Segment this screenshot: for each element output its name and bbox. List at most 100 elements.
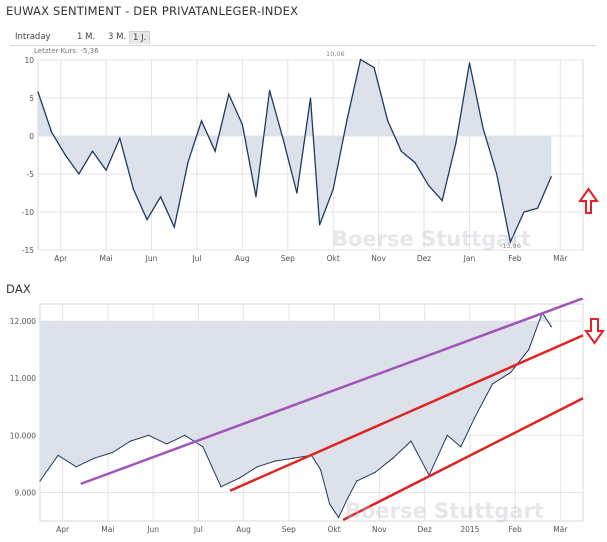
data-point	[160, 196, 162, 198]
x-tick-label: Jun	[146, 525, 159, 534]
data-point	[510, 371, 512, 374]
data-point	[455, 143, 457, 145]
x-tick-label: Okt	[327, 254, 340, 263]
data-point	[184, 434, 186, 436]
x-tick-label: 2015	[460, 525, 479, 534]
data-point	[57, 454, 59, 456]
x-tick-label: Nov	[372, 525, 387, 534]
x-tick-label: Apr	[54, 254, 68, 263]
dax-chart-title: DAX	[6, 282, 31, 296]
range-3m-button[interactable]: 3 M.	[108, 32, 127, 42]
x-tick-label: Dez	[417, 254, 431, 263]
x-tick-label: Jul	[193, 525, 203, 534]
x-tick-label: Sep	[281, 254, 295, 263]
data-point	[374, 471, 376, 474]
data-point	[228, 93, 230, 95]
data-point	[241, 124, 243, 126]
data-point	[509, 241, 511, 243]
data-point	[132, 188, 134, 190]
data-point	[78, 173, 80, 175]
range-1y-button[interactable]: 1 J.	[129, 31, 151, 44]
data-point	[528, 349, 530, 351]
y-tick-label: -15	[22, 246, 34, 255]
y-tick-label: 12.000	[10, 317, 36, 326]
data-point	[187, 162, 189, 164]
range-intraday-button[interactable]: Intraday	[15, 32, 51, 42]
data-point	[523, 211, 525, 213]
data-point	[400, 150, 402, 152]
data-point	[319, 224, 321, 226]
data-point	[173, 226, 175, 228]
data-point	[441, 200, 443, 202]
sentiment-up-arrow-icon	[578, 187, 599, 214]
data-point	[428, 184, 430, 186]
data-point	[292, 457, 294, 459]
data-point	[214, 150, 216, 152]
data-point	[460, 446, 462, 448]
red-trendline	[229, 334, 584, 492]
data-point	[296, 192, 298, 194]
data-point	[93, 457, 95, 459]
data-point	[129, 440, 132, 442]
data-point	[496, 173, 498, 175]
sentiment-area-fill	[38, 59, 552, 243]
x-tick-label: Mär	[553, 525, 568, 534]
last-price-label: Letzter Kurs: -5,36	[34, 47, 99, 55]
data-point	[414, 162, 416, 164]
x-tick-label: Okt	[328, 525, 341, 534]
data-point	[446, 434, 448, 436]
data-point	[356, 480, 358, 482]
dax-down-arrow-icon	[584, 318, 605, 345]
data-point	[329, 503, 331, 505]
data-point	[166, 443, 168, 445]
range-selector: Intraday 1 M. 3 M. 1 J.	[10, 30, 596, 46]
x-tick-label: Mär	[553, 254, 568, 263]
data-point	[347, 497, 349, 499]
data-point	[39, 480, 41, 482]
y-tick-label: 11.000	[10, 374, 36, 383]
data-point	[148, 434, 150, 436]
watermark: Boerse Stuttgart	[345, 499, 544, 523]
data-point	[332, 188, 334, 190]
data-point	[51, 131, 53, 133]
x-tick-label: Feb	[508, 254, 522, 263]
x-tick-label: Aug	[235, 254, 250, 263]
data-point	[482, 127, 484, 129]
data-point	[346, 120, 348, 122]
data-point	[64, 154, 66, 156]
data-point	[238, 477, 240, 479]
x-tick-label: Jun	[145, 254, 158, 263]
data-point	[550, 326, 552, 328]
x-tick-label: Jul	[191, 254, 201, 263]
x-tick-label: Nov	[371, 254, 386, 263]
data-point	[37, 91, 39, 93]
y-tick-label: 0	[29, 132, 34, 141]
data-point	[387, 120, 389, 122]
data-point	[468, 62, 471, 64]
data-point	[256, 466, 258, 468]
sentiment-chart: 10 5 0 -5 -10 -15 Apr Mai Jun Jul Aug Sep Okt Nov Dez…	[22, 47, 599, 263]
data-point	[91, 150, 94, 152]
data-point	[392, 457, 394, 459]
x-tick-label: Mai	[101, 525, 114, 534]
data-point	[473, 417, 475, 419]
y-tick-label: -5	[27, 170, 35, 179]
data-point	[282, 139, 284, 141]
data-point	[491, 383, 494, 385]
data-point	[359, 58, 362, 61]
data-point	[200, 120, 203, 122]
y-tick-label: 5	[29, 94, 34, 103]
x-tick-label: Feb	[508, 525, 522, 534]
data-point	[111, 451, 113, 454]
range-1m-button[interactable]: 1 M.	[77, 32, 96, 42]
watermark-text: Boerse Stuttgart	[345, 499, 544, 523]
data-point	[269, 89, 271, 91]
data-point	[105, 169, 107, 171]
watermark-text: Boerse Stuttgart	[332, 227, 531, 251]
y-tick-label: 10	[24, 56, 34, 65]
data-point	[338, 517, 340, 519]
data-point	[410, 440, 412, 442]
x-tick-label: Dez	[417, 525, 431, 534]
data-point	[550, 176, 552, 178]
data-point	[320, 469, 322, 471]
